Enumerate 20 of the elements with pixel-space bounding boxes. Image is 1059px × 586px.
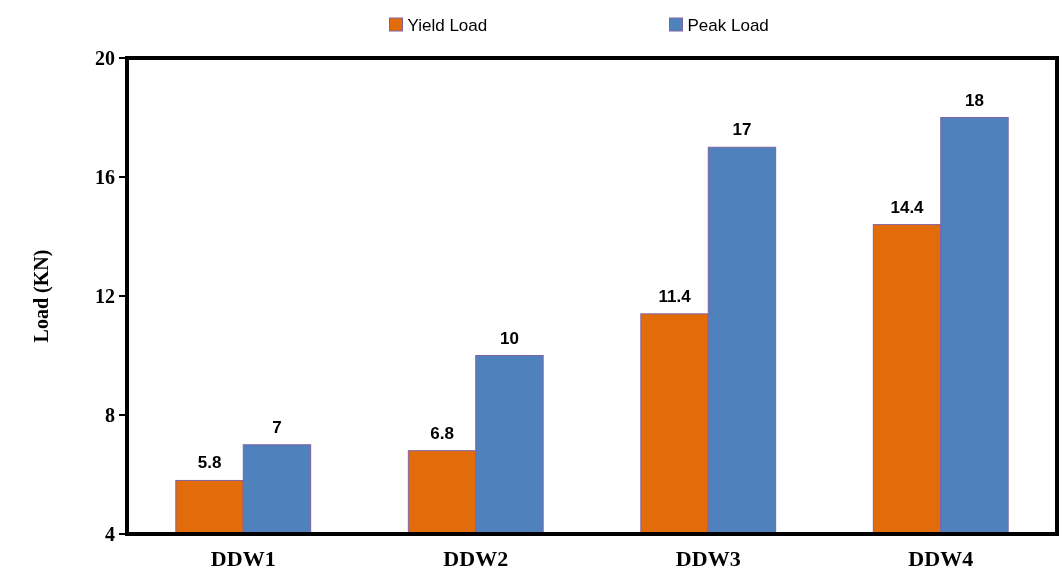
data-label: 18 xyxy=(965,90,984,110)
legend-label: Yield Load xyxy=(407,15,488,35)
data-label: 17 xyxy=(732,120,752,140)
x-tick-label: DDW4 xyxy=(908,546,974,571)
data-label: 6.8 xyxy=(430,423,454,443)
legend-label: Peak Load xyxy=(687,15,769,35)
x-tick-label: DDW2 xyxy=(443,546,509,571)
y-tick-label: 20 xyxy=(95,47,115,69)
y-tick-label: 16 xyxy=(95,166,115,188)
y-tick-label: 8 xyxy=(105,404,115,426)
x-tick-label: DDW1 xyxy=(210,546,276,571)
data-label: 10 xyxy=(500,328,519,348)
data-label: 14.4 xyxy=(890,197,925,217)
y-tick-label: 4 xyxy=(105,523,115,545)
data-label: 11.4 xyxy=(658,286,692,306)
y-axis-title: Load (KN) xyxy=(30,249,53,343)
x-tick-label: DDW3 xyxy=(675,546,741,571)
data-label: 5.8 xyxy=(197,453,222,473)
y-tick-label: 12 xyxy=(95,285,115,307)
data-label: 7 xyxy=(272,417,282,437)
